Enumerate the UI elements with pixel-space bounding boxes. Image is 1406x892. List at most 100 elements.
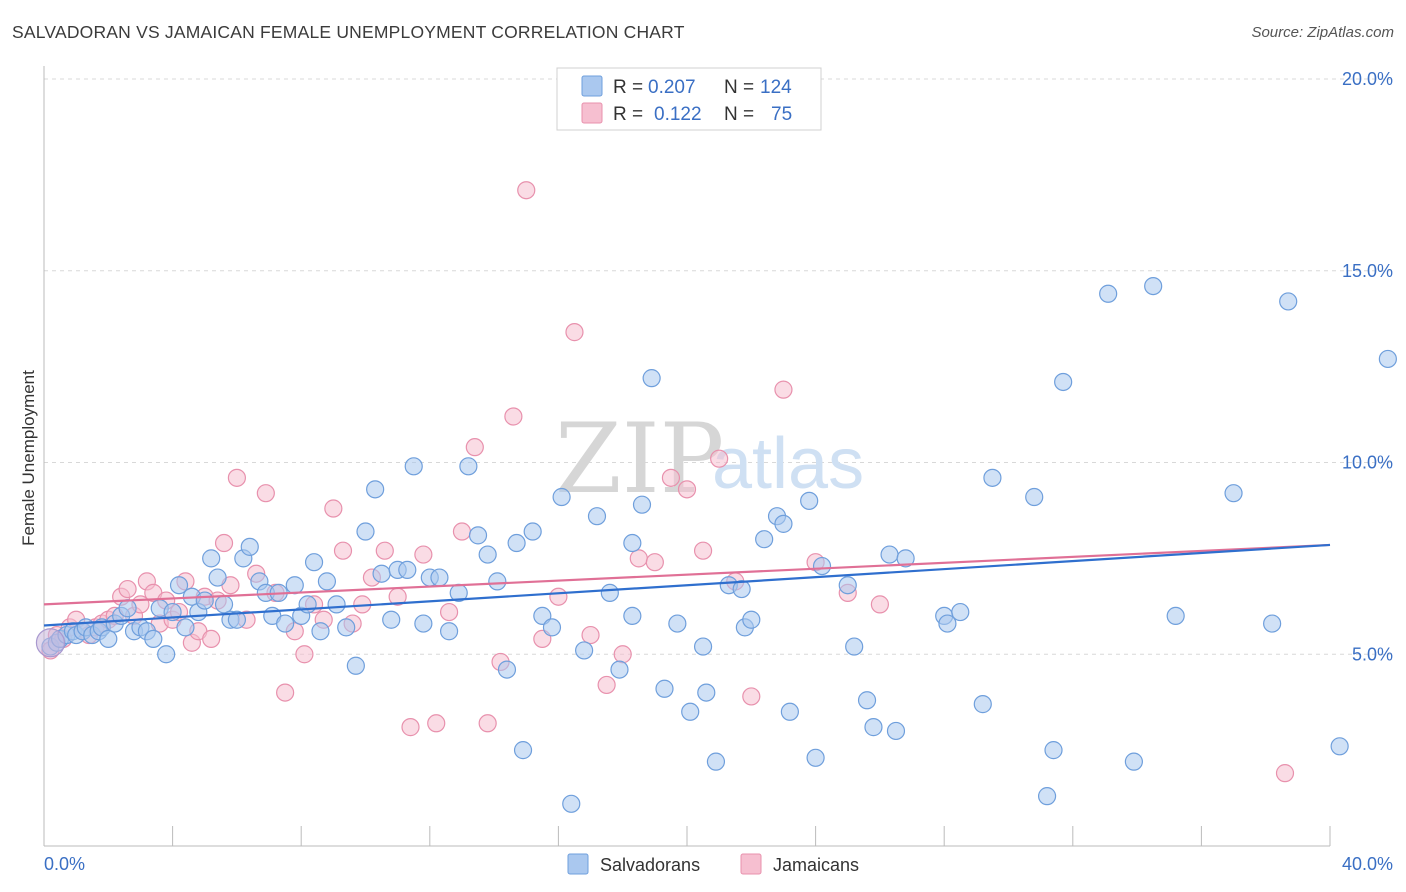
bottom-legend-label-salvadorans: Salvadorans	[600, 855, 700, 875]
jamaicans-point	[742, 687, 761, 706]
salvadorans-point	[642, 369, 661, 388]
salvadorans-point	[732, 579, 751, 599]
salvadorans-trendline	[43, 543, 1331, 627]
jamaicans-point	[214, 533, 234, 553]
salvadorans-point	[513, 741, 533, 760]
salvadorans-point	[1044, 741, 1063, 760]
chart-title: SALVADORAN VS JAMAICAN FEMALE UNEMPLOYME…	[12, 22, 685, 42]
salvadorans-point	[780, 702, 799, 721]
salvadorans-point	[951, 602, 970, 622]
salvadorans-point	[552, 487, 571, 507]
jamaicans-point	[227, 468, 246, 487]
jamaicans-point	[324, 499, 343, 518]
salvadorans-point	[562, 794, 581, 813]
salvadorans-point	[1054, 372, 1073, 392]
legend-n-value-blue: 124	[760, 77, 792, 98]
salvadorans-point	[372, 564, 391, 583]
salvadorans-point	[845, 637, 864, 656]
salvadorans-point	[327, 595, 346, 614]
salvadorans-point	[864, 718, 883, 737]
jamaicans-point	[1275, 764, 1295, 783]
salvadorans-point	[938, 614, 957, 633]
salvadorans-point	[896, 549, 915, 568]
salvadorans-point	[600, 583, 619, 602]
salvadorans-point	[542, 618, 562, 637]
salvadorans-point	[1378, 349, 1397, 369]
salvadorans-point	[311, 622, 330, 641]
jamaicans-point	[414, 545, 433, 564]
salvadorans-point	[1279, 292, 1298, 311]
jamaicans-point	[597, 675, 616, 695]
salvadorans-point	[346, 656, 365, 675]
jamaicans-point	[504, 407, 523, 426]
salvadorans-point	[366, 480, 385, 499]
jamaicans-point	[581, 625, 600, 645]
salvadorans-point-cluster	[35, 628, 66, 658]
jamaicans-point	[774, 380, 793, 399]
salvadorans-point	[857, 691, 877, 710]
jamaicans-point	[478, 714, 497, 733]
jamaicans-point	[677, 480, 697, 499]
salvadorans-point	[623, 533, 642, 553]
salvadorans-point	[208, 568, 227, 587]
salvadorans-point	[880, 545, 899, 564]
salvadorans-point	[806, 748, 825, 767]
salvadorans-point	[1025, 487, 1044, 507]
y-axis-label: Female Unemployment	[19, 370, 38, 546]
legend-r-label-blue: R =	[613, 77, 643, 98]
watermark-atlas: atlas	[712, 424, 864, 504]
jamaicans-point	[295, 645, 314, 664]
salvadorans-point	[1166, 606, 1185, 626]
salvadorans-point	[1124, 752, 1143, 771]
legend-n-label-blue: N =	[724, 77, 754, 98]
salvadorans-point	[973, 695, 992, 714]
salvadorans-point	[1099, 284, 1118, 303]
x-tick-label: 0.0%	[44, 854, 85, 874]
salvadorans-point	[983, 468, 1002, 487]
series-legend: Salvadorans Jamaicans	[567, 853, 859, 875]
salvadorans-point	[195, 591, 214, 610]
salvadorans-point	[118, 599, 137, 618]
legend-n-value-pink: 75	[771, 104, 792, 125]
axes	[43, 66, 1331, 847]
x-tick-label: 40.0%	[1342, 854, 1393, 874]
salvadorans-point	[706, 752, 726, 771]
jamaicans-point	[202, 629, 221, 649]
salvadorans-point	[176, 618, 195, 637]
jamaicans-point	[375, 541, 394, 560]
salvadorans-point	[1263, 614, 1282, 633]
salvadorans-points	[35, 276, 1397, 813]
y-tick-labels: 5.0% 10.0% 15.0% 20.0%	[1342, 69, 1393, 664]
salvadorans-point	[317, 572, 337, 591]
salvadorans-point	[774, 514, 793, 533]
bottom-legend-swatch-salvadorans	[567, 853, 589, 875]
salvadorans-point	[742, 610, 761, 629]
salvadorans-point	[240, 537, 259, 556]
jamaicans-point	[517, 181, 536, 200]
jamaicans-point	[452, 522, 472, 541]
salvadorans-point	[507, 533, 526, 553]
salvadorans-point	[430, 568, 449, 587]
salvadorans-point	[1037, 787, 1057, 806]
trendlines	[43, 543, 1331, 627]
jamaicans-trendline	[43, 543, 1331, 606]
salvadorans-point	[1224, 484, 1243, 503]
salvadorans-point	[838, 576, 857, 595]
salvadorans-point	[523, 522, 542, 541]
salvadorans-point	[459, 457, 478, 476]
salvadorans-point	[398, 560, 417, 579]
legend-swatch-blue	[581, 75, 603, 97]
correlation-legend: R = 0.207 N = 124 R = 0.122 N = 75	[556, 67, 822, 131]
legend-n-label-pink: N =	[724, 104, 754, 125]
salvadorans-point	[812, 556, 832, 576]
legend-r-value-blue: 0.207	[648, 77, 696, 98]
salvadorans-point	[755, 530, 774, 549]
salvadorans-point	[404, 457, 423, 476]
salvadorans-point	[697, 683, 716, 702]
jamaicans-point	[613, 645, 632, 664]
jamaicans-point	[693, 541, 713, 560]
salvadorans-point	[439, 622, 459, 641]
salvadorans-point	[632, 495, 652, 514]
jamaicans-point	[465, 438, 484, 457]
